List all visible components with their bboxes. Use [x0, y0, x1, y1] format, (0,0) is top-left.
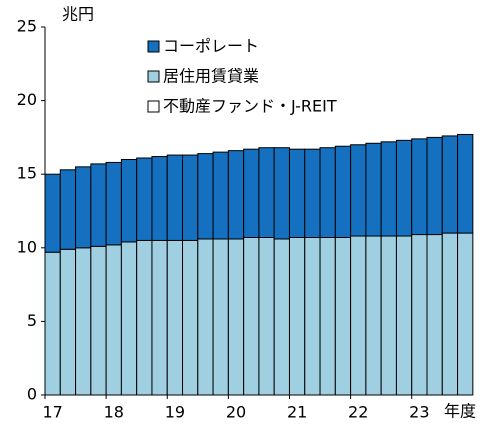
bar-segment [90, 245, 107, 396]
bar-segment [243, 148, 260, 238]
bar-segment [227, 238, 245, 396]
y-tick-label: 0 [27, 385, 37, 404]
legend-swatch [147, 100, 160, 113]
bar-segment [90, 163, 107, 247]
bar-segment [395, 139, 413, 237]
bar-segment [59, 248, 77, 396]
y-tick-label: 25 [17, 17, 37, 36]
legend-label: 居住用賃貸業 [163, 67, 259, 86]
bar-segment [380, 141, 397, 237]
legend-swatch [147, 70, 160, 83]
bar-segment [319, 147, 336, 238]
bar-segment [243, 236, 260, 396]
bar-segment [197, 153, 214, 240]
bar-segment [59, 169, 77, 250]
bar-segment [411, 234, 428, 396]
bar-segment [319, 236, 336, 396]
bar-segment [380, 235, 397, 396]
bar-segment [411, 138, 428, 236]
bar-segment [120, 241, 138, 396]
bar-segment [212, 238, 229, 396]
bar-segment [182, 154, 199, 241]
bar-segment [365, 235, 382, 396]
bar-segment [197, 238, 214, 396]
legend-swatch [147, 40, 160, 53]
bar-segment [457, 232, 474, 396]
bar-segment [75, 247, 92, 396]
x-tick-label: 23 [409, 403, 429, 422]
y-tick-label: 10 [17, 237, 37, 256]
bar-segment [304, 148, 321, 238]
bar-segment [457, 133, 474, 234]
bar-segment [166, 239, 184, 396]
bar-segment [288, 236, 306, 396]
bar-segment [182, 239, 199, 396]
bar-segment [426, 136, 443, 236]
bar-segment [350, 144, 367, 237]
bar-segment [426, 234, 443, 396]
y-unit-label: 兆円 [62, 5, 94, 24]
x-unit-label: 年度 [444, 402, 476, 421]
bar-segment [151, 239, 168, 396]
bar-segment [288, 148, 306, 238]
bar-segment [334, 236, 352, 396]
bar-segment [120, 158, 138, 243]
x-tick-label: 22 [348, 403, 368, 422]
bar-segment [136, 239, 153, 396]
bar-segment [273, 238, 290, 396]
bar-segment [258, 236, 275, 396]
y-tick-label: 15 [17, 164, 37, 183]
bar-segment [350, 235, 367, 396]
bar-segment [212, 151, 229, 240]
y-tick-label: 20 [17, 90, 37, 109]
bar-segment [258, 147, 275, 238]
legend-label: 不動産ファンド・J-REIT [163, 97, 337, 116]
bar-segment [227, 150, 245, 240]
bar-segment [441, 135, 459, 234]
x-tick-label: 19 [165, 403, 185, 422]
y-tick-label: 5 [27, 311, 37, 330]
bar-segment [105, 161, 122, 246]
bar-segment [365, 142, 382, 237]
x-tick-label: 20 [226, 403, 246, 422]
bar-segment [151, 156, 168, 241]
bar-segment [105, 244, 122, 396]
bar-segment [334, 145, 352, 238]
legend-label: コーポレート [163, 37, 259, 56]
bar-segment [166, 154, 184, 241]
bar-segment [44, 251, 61, 396]
x-tick-label: 17 [42, 403, 62, 422]
bar-segment [44, 173, 61, 253]
x-tick-label: 21 [287, 403, 307, 422]
bar-segment [395, 235, 413, 396]
bar-segment [441, 232, 459, 396]
bar-segment [75, 166, 92, 249]
bar-segment [273, 147, 290, 240]
bar-segment [136, 157, 153, 241]
bar-segment [304, 236, 321, 396]
x-tick-label: 18 [104, 403, 124, 422]
